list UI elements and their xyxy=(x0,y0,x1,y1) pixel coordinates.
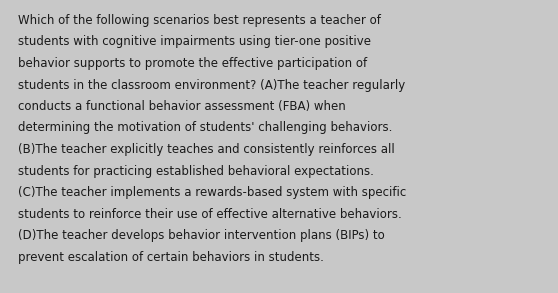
Text: determining the motivation of students' challenging behaviors.: determining the motivation of students' … xyxy=(18,122,392,134)
Text: conducts a functional behavior assessment (FBA) when: conducts a functional behavior assessmen… xyxy=(18,100,346,113)
Text: students for practicing established behavioral expectations.: students for practicing established beha… xyxy=(18,164,374,178)
Text: (D)The teacher develops behavior intervention plans (BIPs) to: (D)The teacher develops behavior interve… xyxy=(18,229,385,242)
Text: (C)The teacher implements a rewards-based system with specific: (C)The teacher implements a rewards-base… xyxy=(18,186,406,199)
Text: Which of the following scenarios best represents a teacher of: Which of the following scenarios best re… xyxy=(18,14,381,27)
Text: (B)The teacher explicitly teaches and consistently reinforces all: (B)The teacher explicitly teaches and co… xyxy=(18,143,395,156)
Text: students in the classroom environment? (A)The teacher regularly: students in the classroom environment? (… xyxy=(18,79,405,91)
Text: students to reinforce their use of effective alternative behaviors.: students to reinforce their use of effec… xyxy=(18,207,402,221)
Text: behavior supports to promote the effective participation of: behavior supports to promote the effecti… xyxy=(18,57,367,70)
Text: prevent escalation of certain behaviors in students.: prevent escalation of certain behaviors … xyxy=(18,251,324,263)
Text: students with cognitive impairments using tier-one positive: students with cognitive impairments usin… xyxy=(18,35,371,49)
